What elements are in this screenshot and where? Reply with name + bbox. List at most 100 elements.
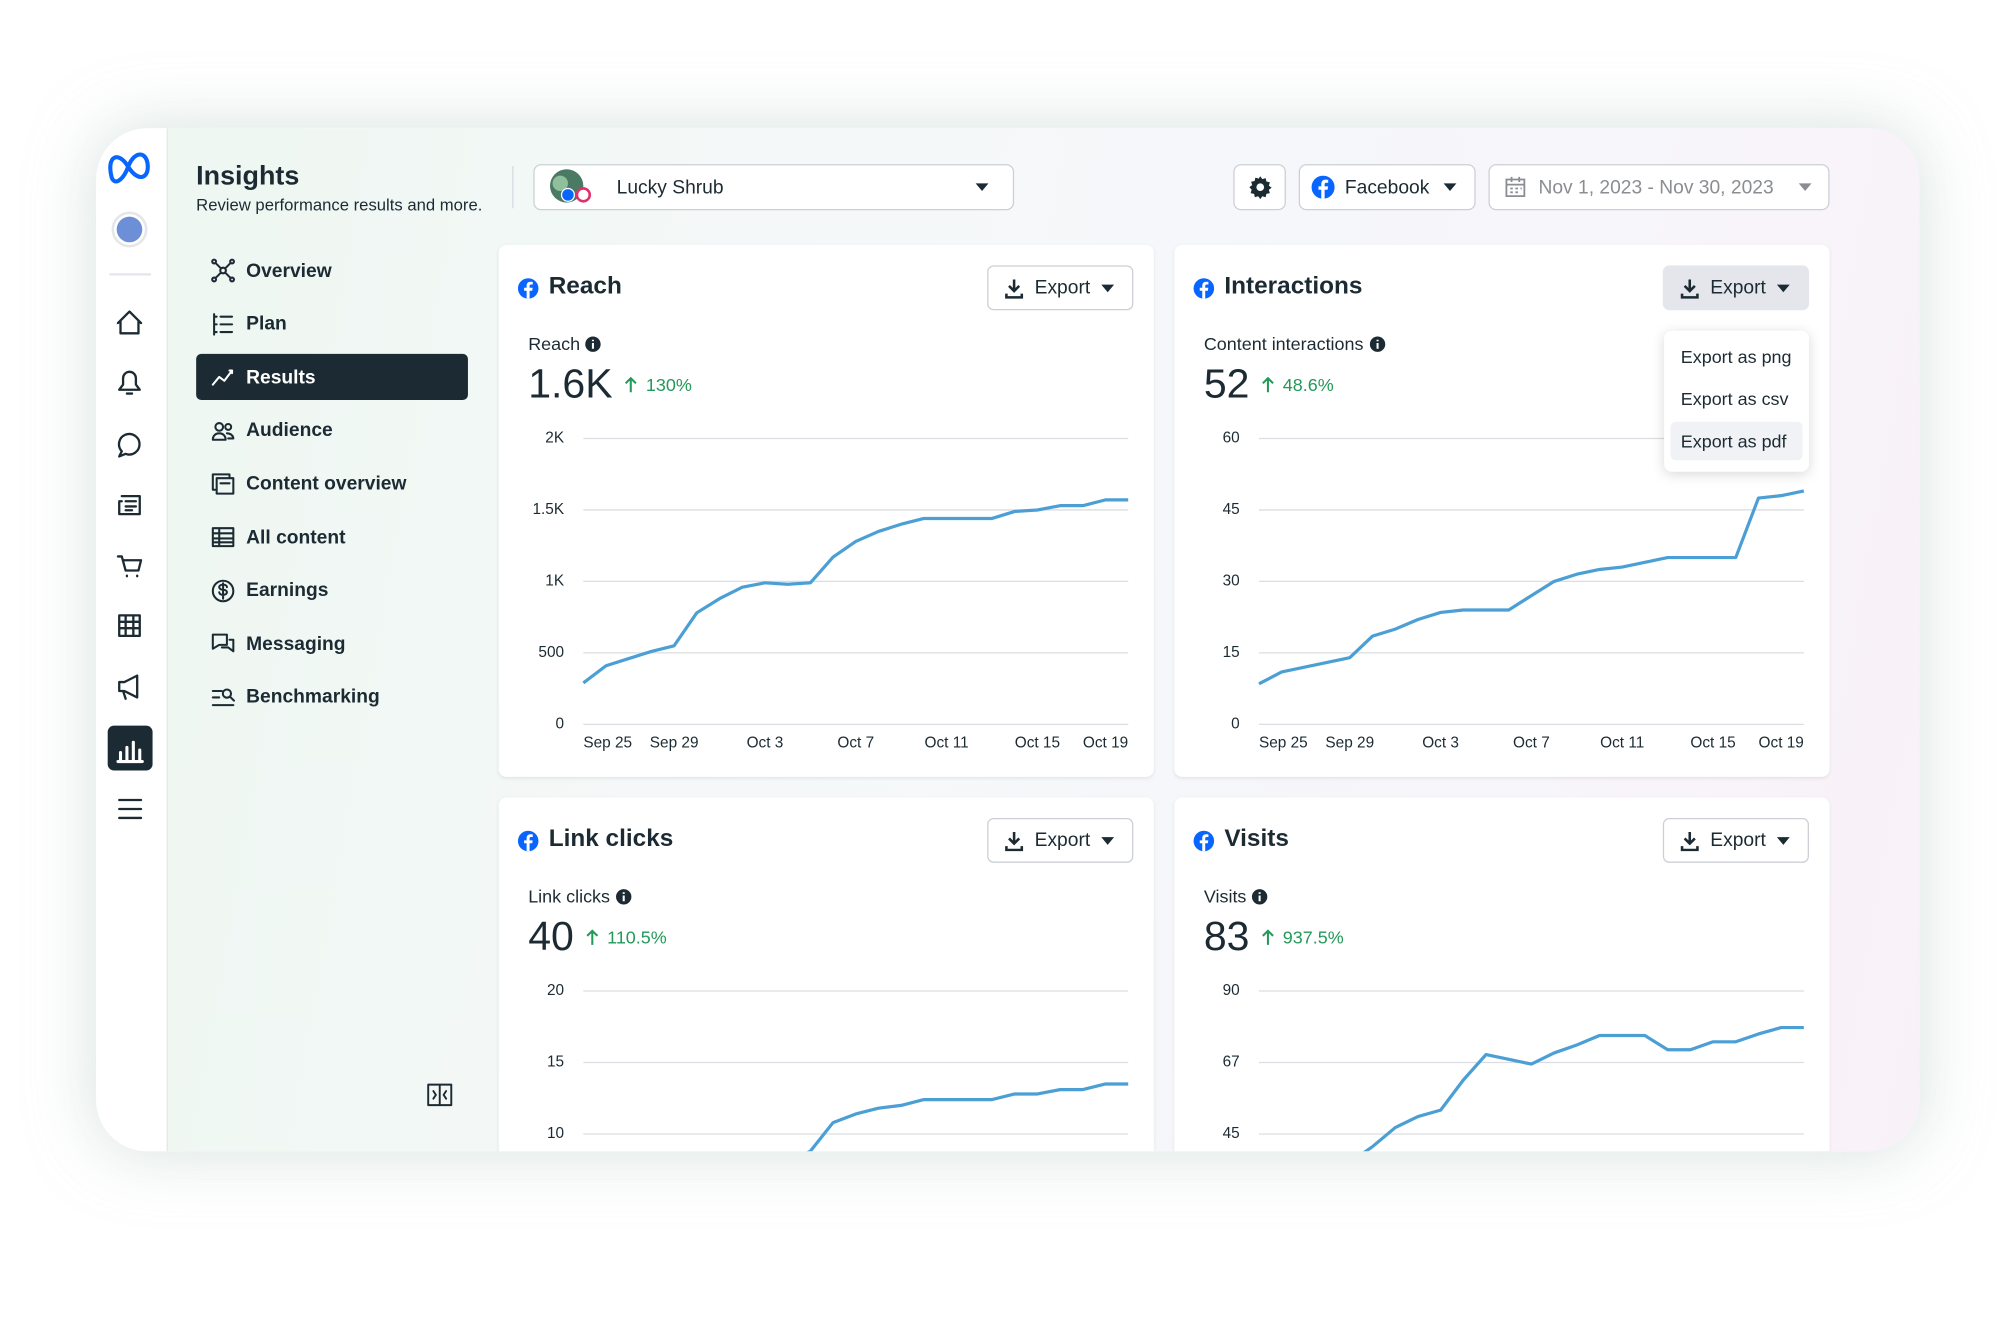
caret (1101, 283, 1115, 292)
export-label: Export (1710, 829, 1766, 852)
data-line (582, 498, 1129, 685)
nav-icon-path (211, 688, 235, 706)
nav-icon-path (211, 579, 235, 602)
x-tick-label: Sep 25 (1259, 735, 1308, 752)
y-tick-label: 500 (538, 644, 564, 661)
x-tick-label: Oct 19 (1759, 735, 1804, 752)
nav-icon-path (211, 369, 234, 386)
download-icon-path (1680, 831, 1699, 851)
export-button[interactable]: Export (987, 817, 1134, 863)
nav-icon (211, 473, 235, 496)
x-tick-label: Oct 3 (747, 735, 784, 752)
metric-label: Content interactions (1203, 333, 1364, 354)
y-tick-label: 0 (556, 1268, 565, 1285)
nav-item[interactable]: Results (196, 354, 468, 401)
caret (1776, 836, 1790, 845)
avatar[interactable] (116, 216, 143, 243)
x-tick-label: Oct 15 (1690, 735, 1735, 752)
caret-path (1776, 836, 1790, 845)
nav-icon (211, 527, 235, 548)
export-button[interactable]: Export (1662, 817, 1809, 863)
caret (1776, 283, 1790, 292)
chart: 0 22 45 67 90 Sep 25 Sep 29 Oct 3 Oct 7 Oct 11 Oct… (1193, 830, 1804, 1304)
nav-icon (211, 421, 235, 441)
nav-label: Benchmarking (246, 686, 380, 709)
y-tick-label: 20 (547, 982, 564, 999)
export-menu-item[interactable]: Export as pdf (1670, 421, 1803, 461)
nav-icon (211, 369, 234, 386)
nav-icon (211, 688, 235, 706)
up-arrow-path (1261, 928, 1274, 945)
download-icon (1005, 278, 1024, 299)
y-tick-label: 90 (1223, 982, 1240, 999)
x-tick-label: Oct 11 (1600, 735, 1644, 752)
nav-item[interactable]: Content overview (196, 461, 468, 507)
menu-icon[interactable] (118, 798, 143, 820)
account-name: Lucky Shrub (616, 176, 724, 199)
cart-icon[interactable] (116, 555, 143, 578)
nav-label: All content (246, 526, 346, 549)
x-tick-label: Sep 29 (650, 1287, 699, 1304)
chat-icon[interactable] (117, 432, 141, 458)
x-tick-label: Oct 15 (1015, 735, 1060, 752)
download-icon (1680, 278, 1699, 299)
nav-item[interactable]: Benchmarking (196, 674, 468, 720)
caret (975, 183, 989, 192)
export-button[interactable]: Export (987, 265, 1134, 311)
nav-item[interactable]: Messaging (196, 621, 468, 667)
download-icon-path (1005, 278, 1024, 299)
x-tick-label: Oct 3 (1422, 735, 1459, 752)
x-tick-label: Sep 29 (1325, 1287, 1374, 1304)
nav-item[interactable]: All content (196, 514, 468, 560)
nav-icon (211, 579, 235, 602)
x-tick-label: Oct 3 (1422, 1287, 1459, 1304)
table-icon[interactable] (118, 614, 141, 638)
up-arrow (585, 928, 598, 945)
caret-path (1101, 283, 1115, 292)
chart-card: 0 22 45 67 90 Sep 25 Sep 29 Oct 3 Oct 7 Oct 11 Oct… (1174, 797, 1830, 1304)
export-button[interactable]: Export (1662, 265, 1809, 311)
caret-path (1101, 836, 1115, 845)
nav-item[interactable]: Earnings (196, 567, 468, 613)
x-tick-label: Oct 7 (837, 1287, 874, 1304)
y-tick-label: 45 (1223, 501, 1240, 518)
nav-label: Audience (246, 419, 333, 442)
settings-button[interactable] (1233, 164, 1286, 211)
download-icon-path (1005, 831, 1024, 851)
home-icon[interactable] (116, 310, 143, 335)
gear-icon (1248, 176, 1272, 200)
facebook-f (524, 281, 533, 299)
nav-icon (211, 633, 235, 653)
news-icon[interactable] (118, 494, 141, 516)
caret (1798, 183, 1812, 192)
x-tick-label: Oct 7 (837, 735, 874, 752)
up-arrow-path (1261, 376, 1274, 392)
date-range-select[interactable]: Nov 1, 2023 - Nov 30, 2023 (1488, 164, 1830, 211)
facebook-f (1199, 834, 1209, 852)
export-label: Export (1710, 276, 1766, 299)
nav-item[interactable]: Audience (196, 407, 468, 453)
x-tick-label: Sep 25 (583, 1287, 632, 1304)
platform-select[interactable]: Facebook (1298, 164, 1476, 211)
rail-icons (107, 152, 514, 1107)
nav-item[interactable]: Plan (196, 301, 468, 347)
export-menu-item[interactable]: Export as csv (1680, 388, 1789, 409)
x-tick-label: Sep 29 (1325, 735, 1374, 752)
bell-icon[interactable] (118, 370, 141, 395)
collapse-icon[interactable] (427, 1083, 453, 1107)
chart: 0 500 1K 1.5K 2K Sep 25 Sep 29 Oct 3 Oct 7 Oct 11… (517, 278, 1129, 752)
insights-icon-active[interactable] (107, 725, 153, 771)
nav-label: Results (246, 366, 316, 389)
export-menu-item[interactable]: Export as png (1680, 346, 1792, 367)
nav-item[interactable]: Overview (196, 247, 468, 293)
meta-logo[interactable] (108, 152, 150, 184)
x-tick-label: Sep 25 (583, 735, 632, 752)
ads-icon[interactable] (118, 674, 139, 700)
up-arrow-path (585, 928, 598, 945)
y-tick-label: 0 (1231, 1268, 1240, 1285)
account-select[interactable]: Lucky Shrub (533, 164, 1015, 211)
metric-total: 1.6K (528, 360, 613, 407)
card-title: Interactions (1224, 273, 1363, 300)
metric-total: 52 (1203, 360, 1250, 407)
x-tick-label: Oct 19 (1759, 1287, 1804, 1304)
